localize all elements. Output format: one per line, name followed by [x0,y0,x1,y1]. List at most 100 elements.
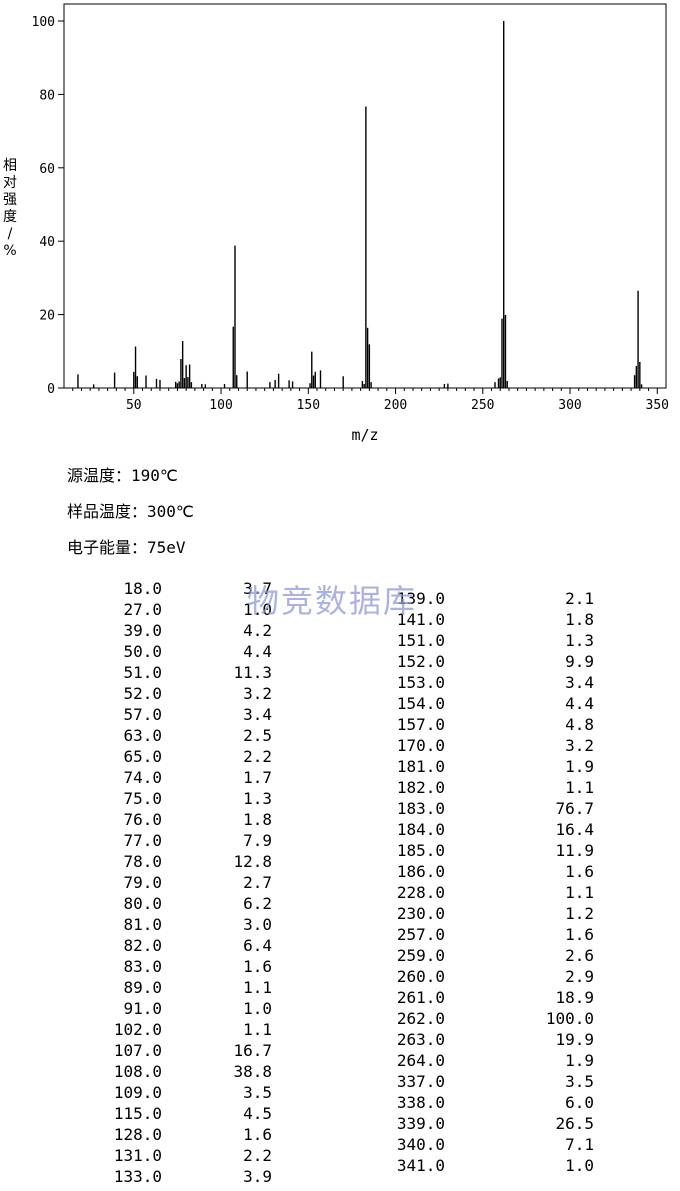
mz-value: 228.0 [396,883,445,902]
mz-value: 151.0 [396,631,445,650]
mz-value: 259.0 [396,946,445,965]
mz-value: 152.0 [396,652,445,671]
intensity-value: 1.1 [243,1020,272,1039]
mz-value: 340.0 [396,1135,445,1154]
mz-value: 77.0 [123,831,162,850]
x-tick-label: 50 [126,398,142,413]
mz-value: 75.0 [123,789,162,808]
x-tick-label: 250 [471,398,494,413]
mz-value: 57.0 [123,705,162,724]
table-row: 83.0 1.6 [0,956,340,977]
table-row: 337.0 3.5 [340,1071,680,1092]
mz-value: 338.0 [396,1093,445,1112]
condition-value: 75eV [147,538,186,557]
table-row: 154.0 4.4 [340,693,680,714]
mz-value: 18.0 [123,579,162,598]
mz-value: 115.0 [113,1104,162,1123]
table-row: 183.0 76.7 [340,798,680,819]
table-row: 264.0 1.9 [340,1050,680,1071]
intensity-value: 11.3 [233,663,272,682]
y-tick-label: 40 [39,235,55,250]
mz-value: 27.0 [123,600,162,619]
mz-value: 339.0 [396,1114,445,1133]
condition-electron-energy: 电子能量：75eV [67,534,186,558]
intensity-value: 3.5 [243,1083,272,1102]
intensity-value: 2.2 [243,747,272,766]
y-axis-label-char: 相 [3,158,17,174]
table-row: 109.0 3.5 [0,1082,340,1103]
table-row: 153.0 3.4 [340,672,680,693]
mz-value: 65.0 [123,747,162,766]
mz-value: 107.0 [113,1041,162,1060]
table-row: 75.0 1.3 [0,788,340,809]
y-axis: 0 20 40 60 80 100 [32,15,64,397]
table-row: 170.0 3.2 [340,735,680,756]
peak-bars [77,21,643,388]
mz-value: 102.0 [113,1020,162,1039]
condition-value: 300℃ [147,502,194,521]
intensity-value: 2.7 [243,873,272,892]
table-row: 51.0 11.3 [0,662,340,683]
x-axis: 50 100 150 200 250 300 350 [72,388,669,413]
table-row: 257.0 1.6 [340,924,680,945]
mz-value: 261.0 [396,988,445,1007]
table-row: 78.0 12.8 [0,851,340,872]
table-row: 79.0 2.7 [0,872,340,893]
y-tick-label: 100 [32,15,55,30]
table-row: 260.0 2.9 [340,966,680,987]
intensity-value: 1.6 [243,1125,272,1144]
intensity-value: 3.5 [565,1072,594,1091]
mz-value: 185.0 [396,841,445,860]
intensity-value: 26.5 [555,1114,594,1133]
intensity-value: 100.0 [545,1009,594,1028]
mz-value: 50.0 [123,642,162,661]
mz-value: 81.0 [123,915,162,934]
mz-value: 337.0 [396,1072,445,1091]
intensity-value: 16.7 [233,1041,272,1060]
table-row: 18.0 3.7 [0,578,340,599]
intensity-value: 1.3 [565,631,594,650]
table-row: 152.0 9.9 [340,651,680,672]
intensity-value: 1.2 [565,904,594,923]
mz-value: 131.0 [113,1146,162,1165]
table-row: 181.0 1.9 [340,756,680,777]
mz-value: 52.0 [123,684,162,703]
x-tick-label: 300 [558,398,581,413]
intensity-value: 9.9 [565,652,594,671]
table-row: 65.0 2.2 [0,746,340,767]
intensity-value: 4.2 [243,621,272,640]
mz-value: 79.0 [123,873,162,892]
mz-value: 83.0 [123,957,162,976]
table-row: 89.0 1.1 [0,977,340,998]
table-row: 91.0 1.0 [0,998,340,1019]
intensity-value: 16.4 [555,820,594,839]
table-row: 57.0 3.4 [0,704,340,725]
table-row: 184.0 16.4 [340,819,680,840]
intensity-value: 2.5 [243,726,272,745]
y-tick-label: 20 [39,309,55,324]
intensity-value: 1.1 [565,883,594,902]
table-row: 80.0 6.2 [0,893,340,914]
intensity-value: 7.1 [565,1135,594,1154]
mz-value: 230.0 [396,904,445,923]
y-axis-label-char: 强 [3,192,17,208]
intensity-value: 4.4 [243,642,272,661]
intensity-value: 2.6 [565,946,594,965]
intensity-value: 76.7 [555,799,594,818]
mz-value: 109.0 [113,1083,162,1102]
intensity-value: 1.6 [565,862,594,881]
intensity-value: 4.5 [243,1104,272,1123]
mz-value: 257.0 [396,925,445,944]
condition-value: 190℃ [131,466,178,485]
table-row: 77.0 7.9 [0,830,340,851]
table-row: 52.0 3.2 [0,683,340,704]
mz-value: 76.0 [123,810,162,829]
mz-value: 80.0 [123,894,162,913]
y-axis-label-char: % [3,243,16,259]
intensity-value: 2.2 [243,1146,272,1165]
intensity-value: 1.1 [243,978,272,997]
intensity-value: 3.9 [243,1167,272,1186]
mz-value: 128.0 [113,1125,162,1144]
condition-label: 电子能量： [67,538,148,557]
intensity-value: 1.8 [565,610,594,629]
